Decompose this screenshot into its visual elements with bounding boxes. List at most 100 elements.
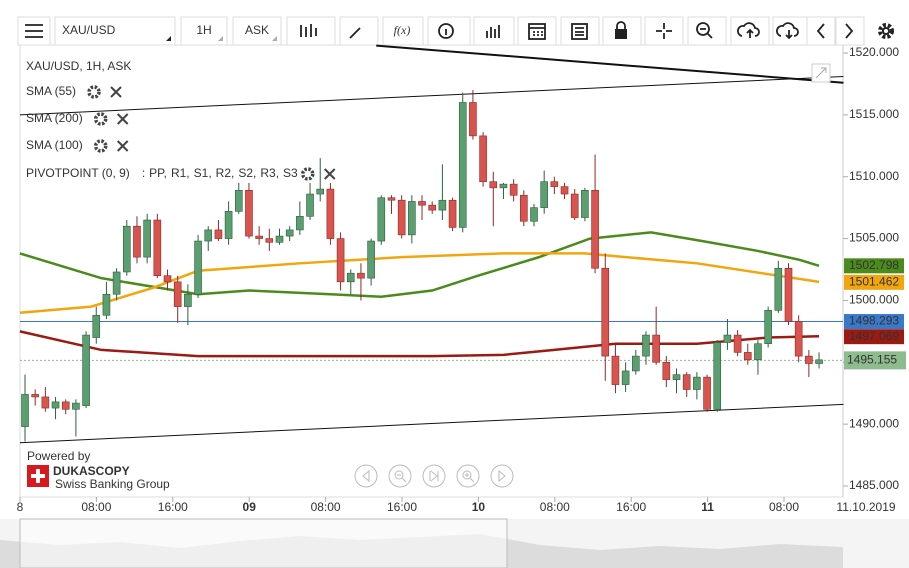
candle-body xyxy=(357,272,365,279)
candle-body xyxy=(621,370,630,385)
close-icon[interactable] xyxy=(116,140,129,152)
candle-body xyxy=(41,396,50,409)
candle-body xyxy=(448,199,457,228)
candle-body xyxy=(184,293,192,307)
candle-body xyxy=(805,355,813,364)
y-tick-label: 1520.000 xyxy=(849,45,899,59)
candle-body xyxy=(92,314,101,338)
gear-icon[interactable] xyxy=(93,139,108,153)
close-icon[interactable] xyxy=(110,86,122,98)
candle-body xyxy=(245,190,253,237)
sma-line xyxy=(19,252,820,315)
y-tick-label: 1505.000 xyxy=(849,231,899,245)
x-tick-label: 08:00 xyxy=(311,500,341,514)
gear-icon[interactable] xyxy=(87,85,101,99)
lock-button[interactable] xyxy=(602,16,642,46)
gear-icon[interactable] xyxy=(93,112,108,126)
sma-line xyxy=(19,330,820,358)
scroll-right-button[interactable] xyxy=(490,464,514,488)
candle-body xyxy=(469,102,477,137)
trendline xyxy=(19,403,844,444)
upload-button[interactable] xyxy=(730,16,770,46)
nav-buttons xyxy=(354,464,514,488)
candle-body xyxy=(662,361,671,380)
news-button[interactable] xyxy=(560,16,600,46)
x-tick-label: 8 xyxy=(17,500,24,514)
last-price-tag xyxy=(844,351,906,370)
period: 1H xyxy=(196,23,211,37)
candle-body xyxy=(326,188,335,239)
fullscreen-button[interactable] xyxy=(811,63,831,83)
sma-tag-label: 1501.462 xyxy=(849,275,899,289)
scroll-left-button[interactable] xyxy=(354,464,378,488)
candle-body xyxy=(611,355,620,385)
navigator-window[interactable] xyxy=(19,518,508,568)
candle-body xyxy=(102,293,111,316)
x-tick-label: 10 xyxy=(472,500,486,514)
candle-body xyxy=(713,342,722,410)
download-button[interactable] xyxy=(772,16,808,46)
zoom-in-button[interactable] xyxy=(456,464,480,488)
candle-body xyxy=(581,190,589,218)
candle-body xyxy=(275,235,284,243)
chart-type-button[interactable] xyxy=(286,16,336,46)
candle-body xyxy=(367,240,375,279)
sma-line xyxy=(19,231,820,298)
candle-body xyxy=(21,394,29,427)
candle-body xyxy=(438,199,447,211)
reset-button[interactable] xyxy=(422,464,446,488)
calendar-button[interactable] xyxy=(517,16,557,46)
candle-body xyxy=(631,355,640,372)
menu-button[interactable] xyxy=(17,16,51,46)
volume-button[interactable] xyxy=(473,16,515,46)
legend-entry: SMA (55) xyxy=(26,84,76,98)
info-button[interactable] xyxy=(427,16,471,46)
pivot-level: R2, xyxy=(216,166,235,180)
side-select[interactable]: ASK xyxy=(232,16,282,46)
candle-body xyxy=(723,334,732,343)
candle-body xyxy=(764,310,772,345)
prev-button[interactable] xyxy=(806,16,836,46)
last-price-label: 1495.155 xyxy=(847,353,897,367)
gear-icon[interactable] xyxy=(300,167,315,181)
sma-tag xyxy=(844,329,904,345)
y-tick-label: 1500.000 xyxy=(849,293,899,307)
candle-body xyxy=(408,201,416,236)
candle-body xyxy=(377,197,386,242)
price-tag xyxy=(844,314,904,330)
draw-button[interactable] xyxy=(339,16,379,46)
crosshair-button[interactable] xyxy=(644,16,684,46)
candle-body xyxy=(428,204,437,211)
period-select[interactable]: 1H xyxy=(180,16,228,46)
zoom-out-button[interactable] xyxy=(388,464,412,488)
fx-label: f(x) xyxy=(394,23,411,37)
candle-body xyxy=(224,211,233,239)
candle-body xyxy=(479,135,487,182)
pivot-level: S1, xyxy=(194,166,212,180)
candle-body xyxy=(31,394,39,398)
x-tick-label: 11 xyxy=(701,500,714,514)
zoom-button[interactable] xyxy=(687,16,727,46)
close-icon[interactable] xyxy=(116,113,129,125)
symbol: XAU/USD xyxy=(62,23,116,37)
x-tick-label: 16:00 xyxy=(158,500,188,514)
candle-body xyxy=(682,374,691,390)
settings-button[interactable] xyxy=(878,23,894,39)
candle-body xyxy=(72,402,80,410)
candle-body xyxy=(794,321,803,357)
toolbar: XAU/USD 1H ASK f(x) xyxy=(17,16,894,46)
candle-body xyxy=(774,267,783,311)
candle-body xyxy=(194,240,202,295)
candle-body xyxy=(285,229,294,237)
next-button[interactable] xyxy=(835,16,865,46)
x-tick-label: 08:00 xyxy=(81,500,111,514)
candle-body xyxy=(520,194,528,222)
symbol-select[interactable]: XAU/USD xyxy=(54,16,176,46)
candle-body xyxy=(214,229,223,239)
sma-tag xyxy=(844,258,904,274)
brand: Powered by DUKASCOPY Swiss Banking Group xyxy=(27,449,170,491)
overlay: XAU/USD, 1H, ASK Powered by DUKASCOPY Sw… xyxy=(26,59,906,491)
indicators-button[interactable]: f(x) xyxy=(382,16,424,46)
close-icon[interactable] xyxy=(324,168,336,180)
